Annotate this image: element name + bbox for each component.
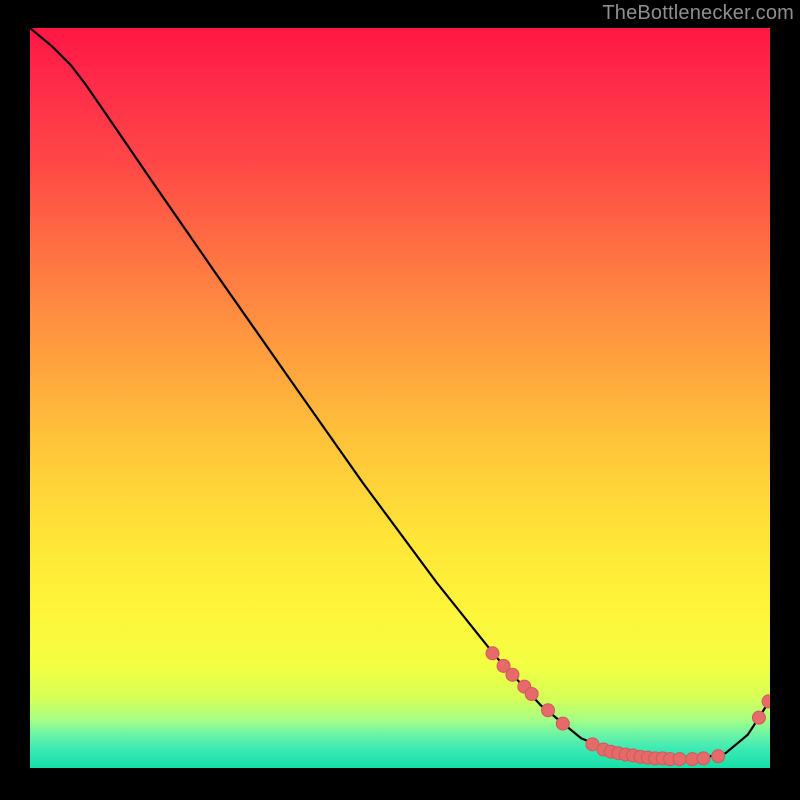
- watermark-text: TheBottlenecker.com: [602, 2, 794, 25]
- data-marker: [542, 704, 555, 717]
- data-marker: [697, 752, 710, 765]
- gradient-background: [30, 28, 770, 768]
- chart-frame: TheBottlenecker.com: [0, 0, 800, 800]
- data-marker: [525, 688, 538, 701]
- data-marker: [556, 717, 569, 730]
- plot-area: [30, 28, 770, 768]
- chart-svg: [30, 28, 770, 768]
- data-marker: [486, 647, 499, 660]
- data-marker: [673, 753, 686, 766]
- data-marker: [712, 750, 725, 763]
- data-marker: [506, 668, 519, 681]
- data-marker: [762, 695, 770, 708]
- data-marker: [752, 711, 765, 724]
